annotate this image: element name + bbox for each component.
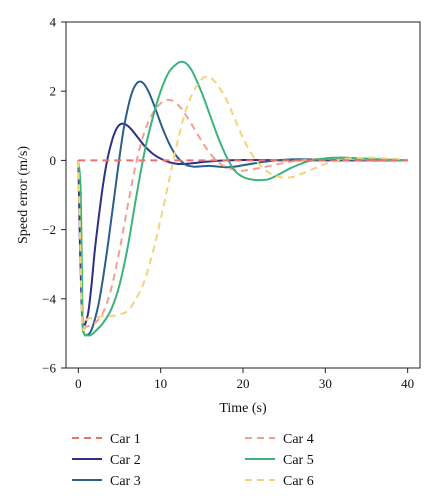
legend-label: Car 5: [283, 453, 314, 468]
y-tick-label: 0: [50, 153, 57, 168]
y-tick-label: −6: [42, 361, 56, 376]
x-tick-label: 40: [401, 376, 414, 391]
x-axis-label: Time (s): [219, 401, 267, 416]
x-tick-label: 10: [154, 376, 167, 391]
x-tick-label: 20: [237, 376, 250, 391]
plot-area-frame: [65, 21, 421, 369]
y-axis-label: Speed error (m/s): [16, 146, 31, 244]
series-line-car-6: [77, 75, 408, 332]
legend-label: Car 6: [283, 474, 314, 489]
series-lines: [77, 60, 408, 337]
legend-label: Car 3: [110, 474, 141, 489]
series-line-car-2: [77, 122, 408, 329]
series-line-car-4: [77, 98, 408, 330]
series-line-car-5: [77, 60, 408, 337]
legend-label: Car 4: [283, 432, 314, 447]
x-tick-label: 0: [75, 376, 82, 391]
series-line-car-3: [77, 80, 408, 337]
y-tick-label: 2: [50, 84, 57, 99]
legend: Car 1 Car 2 Car 3 Car 4 Car 5 Car 6: [72, 432, 314, 489]
legend-label: Car 1: [110, 432, 141, 447]
legend-label: Car 2: [110, 453, 141, 468]
x-tick-label: 30: [319, 376, 332, 391]
axis-ticks: 0 10 20 30 40 −6 −4 −2 0 2 4: [42, 15, 414, 392]
y-tick-label: −2: [42, 222, 56, 237]
y-tick-label: 4: [50, 15, 57, 30]
y-tick-label: −4: [42, 291, 56, 306]
